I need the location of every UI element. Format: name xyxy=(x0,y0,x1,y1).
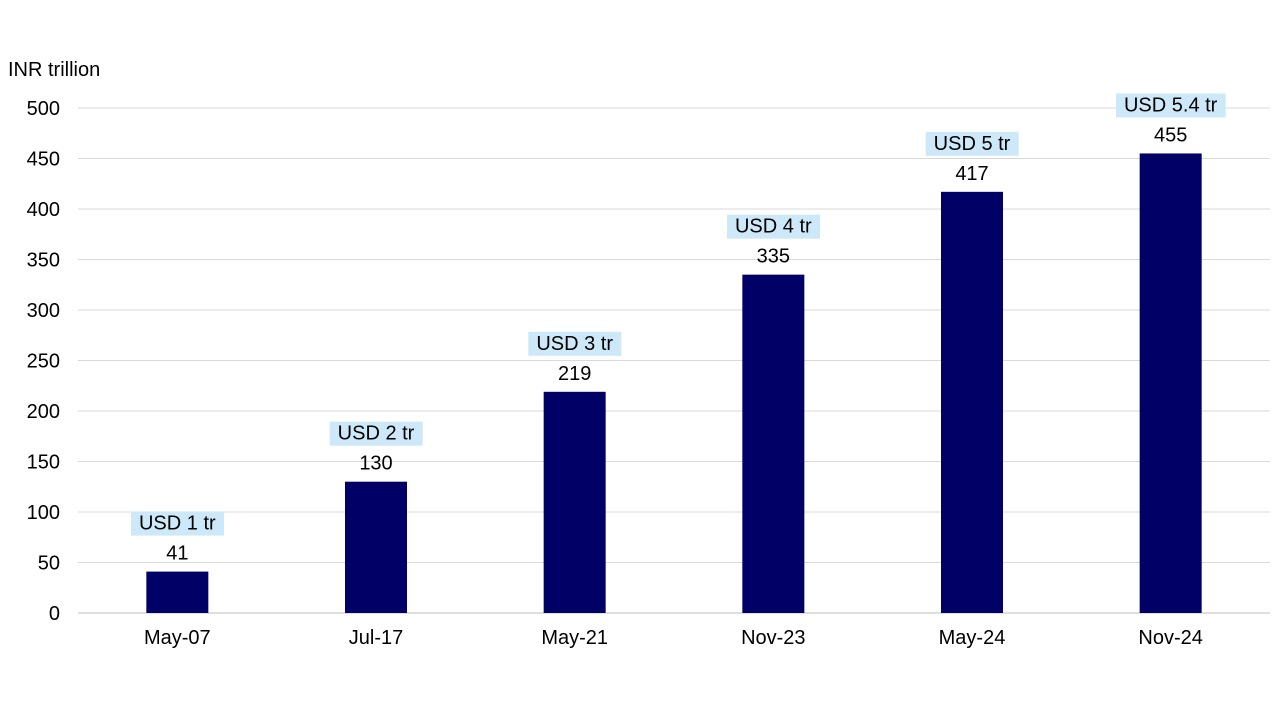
bar xyxy=(146,571,209,613)
usd-annotation-bg xyxy=(1115,93,1226,118)
x-tick-label: May-07 xyxy=(144,627,211,649)
usd-annotation: USD 1 tr xyxy=(139,513,216,535)
usd-annotation: USD 3 tr xyxy=(536,333,613,355)
x-tick-label: May-24 xyxy=(939,627,1006,649)
x-tick-labels: May-07 Jul-17 May-21 Nov-23 May-24 Nov-24 xyxy=(144,627,1203,649)
usd-annotation-bg xyxy=(329,421,423,446)
y-tick-label: 350 xyxy=(27,250,60,272)
y-tick-label: 100 xyxy=(27,502,60,524)
y-tick-label: 450 xyxy=(27,149,60,171)
usd-annotation: USD 5 tr xyxy=(934,133,1011,155)
y-tick-label: 300 xyxy=(27,300,60,322)
usd-annotation-bg xyxy=(925,131,1019,156)
value-label: 130 xyxy=(359,453,392,475)
value-label: 219 xyxy=(558,363,591,385)
y-tick-labels: 0 50 100 150 200 250 300 350 400 450 500 xyxy=(27,98,60,625)
y-tick-label: 50 xyxy=(38,553,60,575)
bars xyxy=(146,153,1202,613)
usd-annotation-bg xyxy=(726,214,821,239)
y-tick-label: 500 xyxy=(27,98,60,120)
usd-annotation: USD 2 tr xyxy=(338,423,415,445)
value-label: 335 xyxy=(757,246,790,268)
bar xyxy=(941,191,1003,613)
usd-annotation: USD 5.4 tr xyxy=(1124,94,1218,116)
y-tick-label: 150 xyxy=(27,452,60,474)
usd-annotation-bg xyxy=(528,331,622,356)
value-label: 41 xyxy=(166,543,188,565)
value-label: 455 xyxy=(1154,124,1187,146)
y-tick-label: 0 xyxy=(49,603,60,625)
bar xyxy=(345,481,407,613)
x-tick-label: Nov-23 xyxy=(741,627,805,649)
x-tick-label: Jul-17 xyxy=(349,627,403,649)
bar xyxy=(1139,153,1202,613)
value-label: 417 xyxy=(955,163,988,185)
usd-annotation-bg xyxy=(130,511,225,536)
y-axis-label: INR trillion xyxy=(8,59,101,81)
bar xyxy=(742,274,805,613)
y-tick-label: 400 xyxy=(27,199,60,221)
y-tick-label: 200 xyxy=(27,401,60,423)
bar xyxy=(543,391,606,613)
y-tick-label: 250 xyxy=(27,351,60,373)
x-tick-label: May-21 xyxy=(541,627,608,649)
x-tick-label: Nov-24 xyxy=(1138,627,1202,649)
data-labels: 41 USD 1 tr 130 USD 2 tr 219 USD 3 tr 335 USD 4… xyxy=(130,93,1226,565)
usd-annotation: USD 4 tr xyxy=(735,216,812,238)
gridlines xyxy=(78,107,1270,614)
